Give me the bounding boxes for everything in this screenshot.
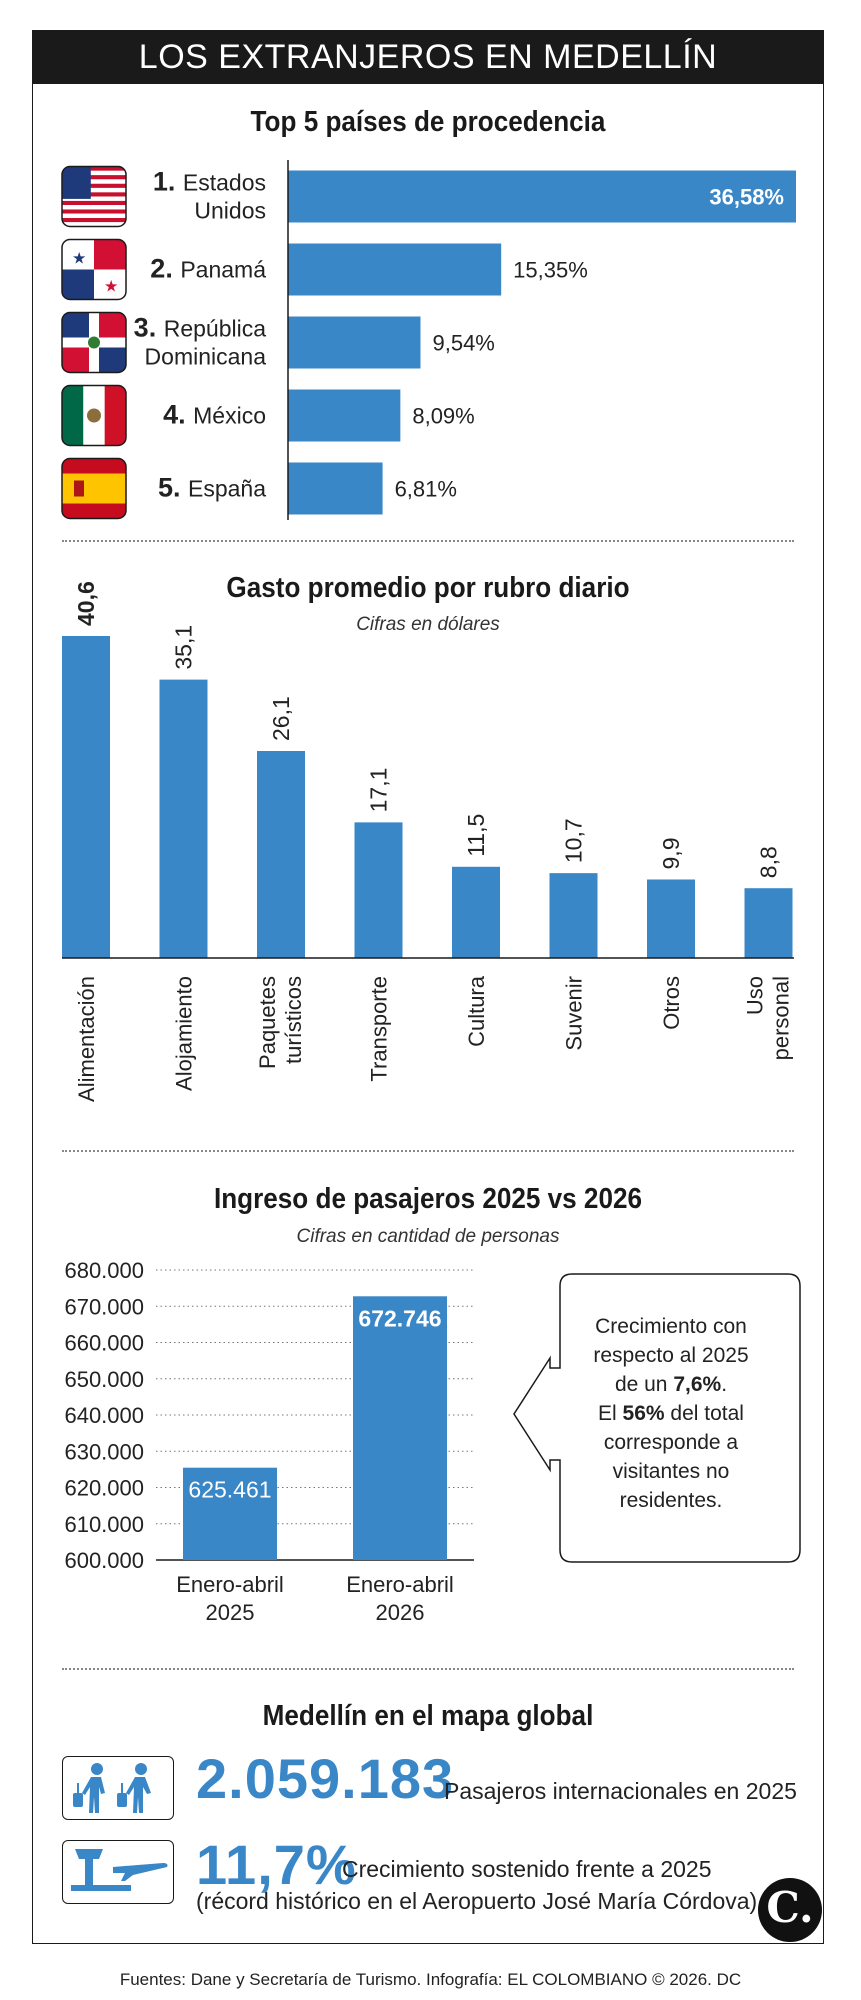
passengers-value-label: 672.746 (358, 1305, 441, 1331)
spending-value-label: 35,1 (171, 625, 197, 670)
country-label: 2. Panamá (150, 254, 266, 284)
svg-text:★: ★ (72, 251, 86, 268)
travelers-with-luggage-icon (62, 1756, 174, 1820)
callout-line-4: El 56% del total (598, 1402, 744, 1425)
y-tick-label: 660.000 (64, 1331, 144, 1356)
spending-category-label: Paquetesturísticos (255, 976, 306, 1069)
spending-category-label: Cultura (464, 975, 489, 1047)
section-divider-3 (62, 1668, 794, 1670)
el-colombiano-logo: C. (758, 1878, 822, 1942)
y-tick-label: 640.000 (64, 1403, 144, 1428)
spending-value-label: 17,1 (366, 768, 392, 813)
spending-value-label: 40,6 (73, 581, 99, 626)
country-value-label: 8,09% (412, 404, 474, 429)
callout-line-7: residentes. (619, 1489, 723, 1512)
country-label: 1. Estados Unidos (153, 167, 266, 224)
passengers-bar (353, 1296, 447, 1560)
growth-callout: Crecimiento con respecto al 2025 de un 7… (548, 1270, 794, 1562)
spending-category-label: Suvenir (562, 976, 587, 1051)
country-value-label: 6,81% (395, 477, 457, 502)
callout-line-6: visitantes no (612, 1460, 730, 1483)
control-tower-airplane-icon (62, 1840, 174, 1904)
spending-value-label: 8,8 (756, 846, 782, 878)
y-tick-label: 610.000 (64, 1512, 144, 1537)
callout-line-3: de un 7,6%. (614, 1373, 728, 1396)
top-countries-title: Top 5 países de procedencia (250, 106, 606, 138)
spending-category-label: Alimentación (74, 976, 99, 1102)
growth-label: Crecimiento sostenido frente a 2025 (342, 1856, 712, 1882)
country-bar (288, 170, 796, 223)
usa-flag-icon (61, 165, 127, 228)
dominican-republic-flag-icon (61, 311, 127, 374)
page-title: LOS EXTRANJEROS EN MEDELLÍN (32, 30, 824, 84)
spending-bar (647, 879, 695, 958)
spending-category-label: Alojamiento (172, 976, 197, 1091)
spending-category-label: Transporte (367, 976, 392, 1082)
country-label: 5. España (158, 473, 266, 503)
spending-value-label: 10,7 (561, 818, 587, 863)
growth-note: (récord histórico en el Aeropuerto José … (196, 1888, 758, 1914)
passengers-label: Pasajeros internacionales en 2025 (444, 1778, 797, 1804)
daily-spending-chart: 40,6 Alimentación 35,1 Alojamiento 26,1 Paque… (62, 581, 794, 1102)
passengers-chart: 600.000 610.000 620.000 630.000 640.000 650.0… (64, 1258, 474, 1625)
spending-bar (354, 822, 403, 958)
country-label: 4. México (163, 400, 266, 430)
svg-text:★: ★ (104, 279, 118, 296)
section-divider-1 (62, 540, 794, 542)
passengers-category-label: Enero-abril 2026 (346, 1572, 454, 1625)
y-tick-label: 620.000 (64, 1476, 144, 1501)
spending-bar (744, 888, 793, 958)
spending-bar (257, 751, 305, 958)
passengers-bar (183, 1467, 277, 1560)
passengers-value-label: 625.461 (188, 1477, 271, 1503)
spending-bar (159, 679, 208, 958)
passengers-category-label: Enero-abril 2025 (176, 1572, 284, 1625)
spending-category-label: Otros (659, 976, 684, 1030)
section-divider-2 (62, 1150, 794, 1152)
callout-line-2: respecto al 2025 (593, 1344, 749, 1367)
spending-value-label: 26,1 (268, 696, 294, 741)
callout-bubble (513, 1273, 801, 1563)
spending-bar (62, 636, 110, 958)
mexico-flag-icon (61, 384, 127, 447)
country-value-label: 15,35% (513, 258, 588, 283)
y-tick-label: 680.000 (64, 1258, 144, 1283)
country-bar (288, 243, 502, 296)
spending-bar (549, 873, 598, 958)
y-tick-label: 630.000 (64, 1439, 144, 1464)
spending-value-label: 9,9 (658, 837, 684, 869)
country-value-label: 9,54% (432, 331, 494, 356)
country-bar (288, 462, 383, 515)
daily-spending-subtitle: Cifras en dólares (356, 614, 500, 635)
passengers-subtitle: Cifras en cantidad de personas (296, 1226, 560, 1247)
callout-line-5: corresponde a (603, 1431, 739, 1454)
spending-bar (452, 866, 500, 958)
country-bar (288, 316, 421, 369)
global-map-title: Medellín en el mapa global (262, 1700, 594, 1732)
country-bar (288, 389, 401, 442)
spending-category-label: Usopersonal (743, 976, 794, 1060)
passengers-title: Ingreso de pasajeros 2025 vs 2026 (213, 1183, 643, 1215)
country-value-label: 36,58% (709, 185, 784, 210)
y-tick-label: 600.000 (64, 1548, 144, 1573)
panama-flag-icon: ★★ (61, 238, 127, 301)
growth-value: 11,7% (196, 1833, 357, 1896)
callout-line-1: Crecimiento con (595, 1315, 747, 1338)
y-tick-label: 650.000 (64, 1367, 144, 1392)
sources-footer: Fuentes: Dane y Secretaría de Turismo. I… (119, 1970, 742, 1989)
passengers-value: 2.059.183 (196, 1747, 455, 1810)
y-tick-label: 670.000 (64, 1294, 144, 1319)
spending-value-label: 11,5 (463, 814, 489, 857)
daily-spending-title: Gasto promedio por rubro diario (226, 572, 630, 604)
spain-flag-icon (61, 457, 127, 520)
country-label: 3. República Dominicana (134, 313, 267, 370)
